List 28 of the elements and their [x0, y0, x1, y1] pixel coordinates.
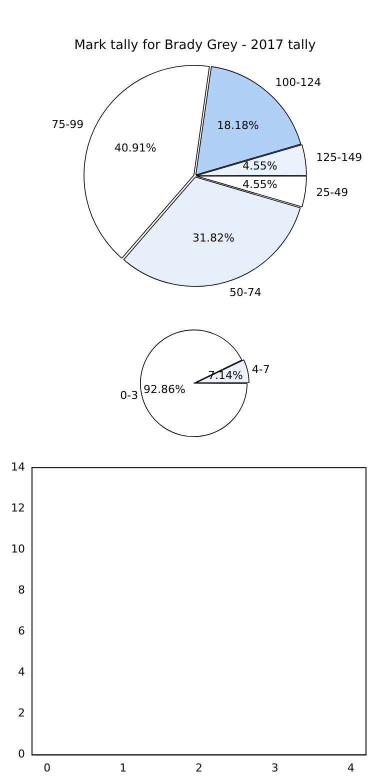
- data-label: 92.86%: [144, 382, 186, 396]
- slice-label: 0-3: [120, 388, 138, 402]
- slice-label: 50-74: [229, 286, 262, 300]
- x-tick-label: 4: [347, 761, 354, 774]
- data-label: 4.55%: [242, 178, 278, 191]
- slice-label: 125-149: [316, 151, 362, 164]
- x-tick-label: 3: [271, 761, 278, 774]
- y-tick-label: 8: [18, 584, 25, 597]
- chart-title: Mark tally for Brady Grey - 2017 tally: [74, 38, 316, 54]
- slice-label: 4-7: [252, 362, 270, 376]
- y-tick-label: 0: [18, 748, 25, 761]
- x-tick-label: 2: [196, 761, 202, 774]
- slice-label: 25-49: [316, 186, 348, 200]
- y-tick-label: 14: [10, 460, 25, 474]
- data-label: 40.91%: [114, 141, 156, 154]
- y-tick-label: 4: [18, 666, 25, 679]
- slice-label: 75-99: [52, 118, 84, 131]
- data-label: 31.82%: [192, 232, 234, 245]
- y-tick-label: 10: [10, 542, 25, 556]
- x-tick-label: 1: [120, 761, 127, 774]
- data-label: 4.55%: [242, 159, 278, 172]
- data-label: 7.14%: [208, 368, 243, 382]
- slice-label: 100-124: [275, 76, 322, 90]
- y-tick-label: 6: [18, 624, 25, 638]
- y-tick-label: 12: [10, 501, 25, 514]
- x-tick-label: 0: [44, 761, 51, 774]
- y-tick-label: 2: [18, 706, 25, 720]
- data-label: 18.18%: [216, 119, 259, 132]
